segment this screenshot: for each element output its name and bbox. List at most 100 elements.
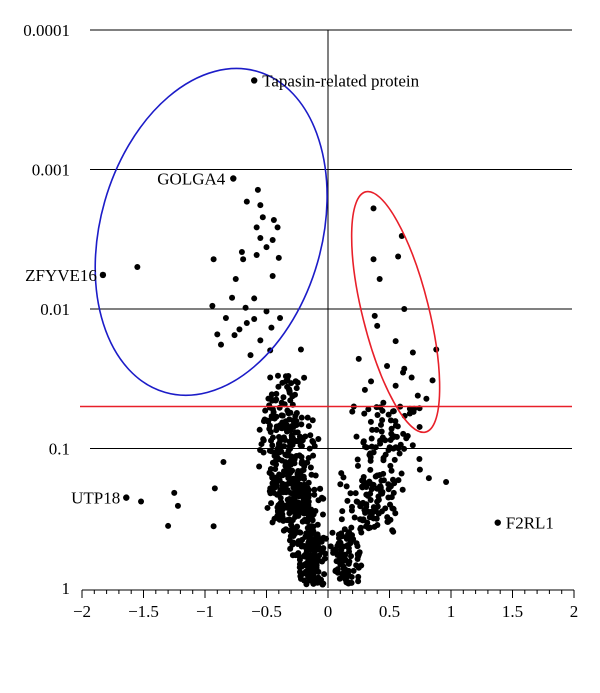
data-point (301, 481, 308, 488)
data-point (320, 534, 327, 541)
data-point (317, 485, 324, 492)
data-point (311, 486, 318, 493)
point-label: Tapasin-related protein (262, 71, 419, 90)
data-point (275, 456, 282, 463)
data-point (232, 276, 239, 283)
data-point (297, 346, 304, 353)
data-point (373, 515, 380, 522)
data-point (406, 410, 413, 417)
data-point (293, 385, 300, 392)
data-point (251, 316, 258, 323)
data-point (379, 417, 386, 424)
data-point (350, 567, 357, 574)
data-point (365, 525, 372, 532)
right-highlight-ellipse (350, 190, 441, 434)
data-point (254, 186, 261, 193)
data-point (138, 498, 145, 505)
data-point (280, 394, 287, 401)
data-point (374, 412, 381, 419)
data-point (295, 471, 302, 478)
data-point (297, 575, 304, 582)
data-point (287, 409, 294, 416)
data-point (359, 517, 366, 524)
data-point (275, 254, 282, 261)
data-point (392, 444, 399, 451)
data-point (366, 451, 373, 458)
data-point (348, 579, 355, 586)
data-point (311, 491, 318, 498)
data-point (269, 272, 276, 279)
y-tick-label: 0.001 (32, 161, 70, 180)
data-point (305, 479, 312, 486)
data-point (353, 433, 360, 440)
y-tick-label: 0.0001 (23, 21, 70, 40)
data-point (305, 455, 312, 462)
data-point (377, 421, 384, 428)
data-point (253, 224, 260, 231)
data-point (251, 295, 258, 302)
data-point (387, 417, 394, 424)
data-point (366, 514, 373, 521)
data-point (260, 449, 267, 456)
y-tick-label: 1 (62, 579, 71, 598)
data-point (351, 514, 358, 521)
data-point (391, 480, 398, 487)
data-point (354, 556, 361, 563)
data-point (392, 338, 399, 345)
data-point (287, 480, 294, 487)
data-point (299, 437, 306, 444)
data-point (365, 406, 372, 413)
data-point (306, 577, 313, 584)
data-point (259, 214, 266, 221)
data-point (260, 437, 267, 444)
data-point (379, 407, 386, 414)
data-point (291, 491, 298, 498)
x-tick-label: −1 (196, 602, 214, 621)
data-point (268, 471, 275, 478)
data-point (307, 524, 314, 531)
data-point (367, 490, 374, 497)
data-point (298, 421, 305, 428)
data-point (268, 391, 275, 398)
data-point (396, 450, 403, 457)
data-point (257, 235, 264, 242)
data-point (376, 276, 383, 283)
data-point (392, 418, 399, 425)
data-point (385, 447, 392, 454)
x-tick-labels: −2 −1.5 −1 −0.5 0 0.5 1 1.5 2 (73, 602, 578, 621)
data-point (314, 556, 321, 563)
data-point (261, 416, 268, 423)
data-point (380, 470, 387, 477)
data-point (272, 484, 279, 491)
data-point (416, 456, 423, 463)
data-point (278, 472, 285, 479)
data-point (301, 570, 308, 577)
data-point (305, 557, 312, 564)
data-point (279, 506, 286, 513)
data-point (343, 483, 350, 490)
data-point (310, 572, 317, 579)
data-point (230, 175, 237, 182)
data-point (287, 458, 294, 465)
data-point (298, 460, 305, 467)
data-point (294, 499, 301, 506)
data-point (299, 536, 306, 543)
data-point (277, 437, 284, 444)
data-point (358, 562, 365, 569)
data-point (358, 529, 365, 536)
data-point (355, 573, 362, 580)
data-point (171, 489, 178, 496)
data-point (348, 524, 355, 531)
data-point (361, 386, 368, 393)
data-point (297, 529, 304, 536)
data-point (262, 407, 269, 414)
data-point (318, 494, 325, 501)
data-point (394, 423, 401, 430)
data-point (355, 578, 362, 585)
data-point (99, 271, 107, 279)
data-point (300, 562, 307, 569)
data-point (344, 533, 351, 540)
data-point (290, 532, 297, 539)
data-point (368, 378, 375, 385)
data-point (278, 412, 285, 419)
